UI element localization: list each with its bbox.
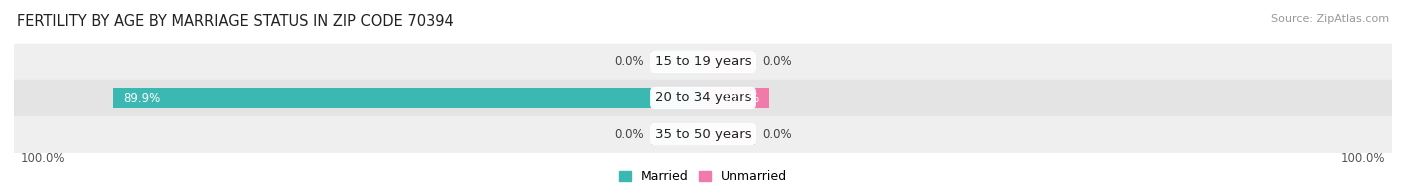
Bar bbox=[651, 51, 703, 72]
Text: 35 to 50 years: 35 to 50 years bbox=[655, 128, 751, 141]
Text: 0.0%: 0.0% bbox=[614, 128, 644, 141]
Text: 89.9%: 89.9% bbox=[122, 92, 160, 104]
Bar bbox=[14, 44, 1392, 80]
Bar bbox=[112, 88, 703, 108]
Bar bbox=[703, 51, 755, 72]
Bar bbox=[703, 88, 769, 108]
Text: 0.0%: 0.0% bbox=[762, 55, 792, 68]
Text: 20 to 34 years: 20 to 34 years bbox=[655, 92, 751, 104]
Bar bbox=[651, 124, 703, 145]
Text: FERTILITY BY AGE BY MARRIAGE STATUS IN ZIP CODE 70394: FERTILITY BY AGE BY MARRIAGE STATUS IN Z… bbox=[17, 14, 454, 29]
Text: 0.0%: 0.0% bbox=[614, 55, 644, 68]
Legend: Married, Unmarried: Married, Unmarried bbox=[613, 165, 793, 188]
Bar bbox=[703, 124, 755, 145]
Bar bbox=[14, 80, 1392, 116]
Text: 10.1%: 10.1% bbox=[723, 92, 759, 104]
Text: 15 to 19 years: 15 to 19 years bbox=[655, 55, 751, 68]
Text: 100.0%: 100.0% bbox=[1341, 152, 1385, 165]
Text: 0.0%: 0.0% bbox=[762, 128, 792, 141]
Text: Source: ZipAtlas.com: Source: ZipAtlas.com bbox=[1271, 14, 1389, 24]
Text: 100.0%: 100.0% bbox=[21, 152, 65, 165]
Bar bbox=[14, 116, 1392, 152]
